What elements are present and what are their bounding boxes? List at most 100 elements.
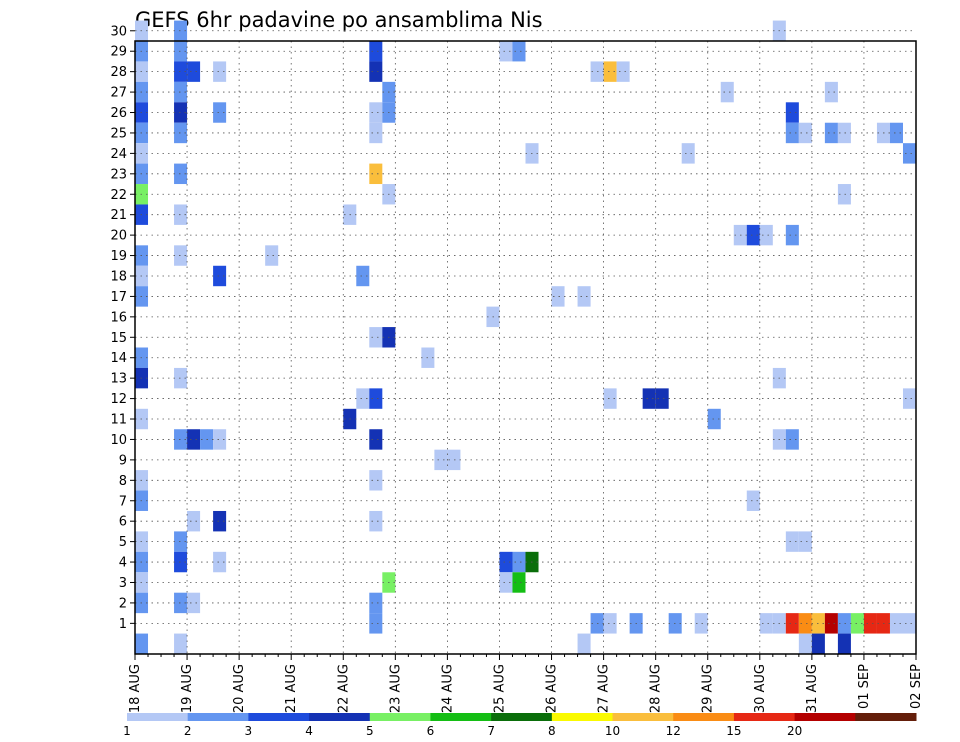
heatmap-cell (863, 613, 877, 634)
heatmap-cell (824, 613, 838, 634)
heatmap-cell (902, 143, 916, 164)
legend-swatch (794, 713, 856, 721)
heatmap-cell (811, 633, 825, 654)
y-tick-label: 16 (110, 310, 127, 325)
legend-swatch (248, 713, 310, 721)
heatmap-cell (707, 408, 721, 430)
heatmap-cell (902, 613, 916, 634)
y-tick-label: 8 (119, 474, 127, 489)
y-tick-label: 10 (110, 433, 127, 448)
heatmap-cell (746, 490, 760, 511)
x-tick-label: 18 AUG (128, 664, 143, 713)
heatmap-cell (187, 592, 201, 614)
heatmap-cell (187, 429, 201, 450)
heatmap-cell (499, 41, 513, 62)
heatmap-cell (187, 61, 201, 82)
heatmap-cell (265, 245, 279, 266)
x-tick-label: 02 SEP (909, 664, 924, 709)
legend-label: 1 (123, 724, 131, 738)
x-tick-label: 01 SEP (857, 664, 872, 709)
y-tick-label: 15 (110, 331, 127, 346)
legend-label: 2 (184, 724, 192, 738)
y-tick-label: 1 (119, 617, 127, 632)
legend-label: 8 (548, 724, 556, 738)
x-tick-label: 26 AUG (545, 664, 560, 713)
heatmap-cell (759, 224, 773, 246)
heatmap-cell (434, 449, 448, 471)
legend-label: 10 (605, 724, 620, 738)
heatmap-cell (174, 245, 188, 266)
legend-swatch (187, 713, 249, 721)
legend-swatch (309, 713, 371, 721)
heatmap-cell (174, 102, 188, 123)
x-tick-label: 20 AUG (232, 664, 247, 713)
y-tick-label: 26 (110, 106, 127, 121)
heatmap-cell (720, 81, 734, 103)
heatmap-cell (551, 286, 565, 307)
heatmap-cell (785, 102, 799, 123)
heatmap-cell (135, 633, 149, 654)
heatmap-cell (187, 510, 201, 532)
y-axis: 1234567891011121314151617181920212223242… (110, 24, 135, 632)
y-tick-label: 30 (110, 24, 127, 39)
heatmap-cell (603, 61, 617, 82)
heatmap-cell (603, 388, 617, 409)
heatmap-cell (785, 613, 799, 634)
heatmap-cell (213, 61, 227, 82)
x-tick-label: 28 AUG (649, 664, 664, 713)
heatmap-cell (798, 613, 812, 634)
y-tick-label: 12 (110, 392, 127, 407)
legend-swatch (673, 713, 735, 721)
heatmap-cell (512, 572, 526, 593)
heatmap-cell (824, 81, 838, 103)
y-tick-label: 23 (110, 167, 127, 182)
heatmap-cell (369, 429, 383, 450)
y-tick-label: 14 (110, 351, 127, 366)
heatmap-cell (798, 122, 812, 144)
heatmap-cell (174, 367, 188, 389)
y-tick-label: 24 (110, 147, 127, 162)
heatmap-cell (174, 531, 188, 552)
legend-swatch (491, 713, 553, 721)
legend-label: 15 (726, 724, 741, 738)
heatmap-cell (577, 286, 591, 307)
legend-swatch (430, 713, 492, 721)
heatmap-cell (174, 592, 188, 614)
heatmap-cell (174, 163, 188, 185)
y-tick-label: 13 (110, 372, 127, 387)
y-tick-label: 29 (110, 45, 127, 60)
heatmap-cell (798, 531, 812, 552)
legend-swatch (733, 713, 796, 721)
heatmap-cell (512, 41, 526, 62)
x-tick-label: 27 AUG (597, 664, 612, 713)
heatmap-cell (785, 531, 799, 552)
x-tick-label: 29 AUG (701, 664, 716, 713)
y-tick-label: 28 (110, 65, 127, 80)
heatmap-cell (785, 429, 799, 450)
x-tick-label: 25 AUG (492, 664, 507, 713)
heatmap-cell (174, 429, 188, 450)
heatmap-cell (369, 388, 383, 409)
heatmap-cell (369, 613, 383, 634)
heatmap-cell (603, 613, 617, 634)
y-tick-label: 17 (110, 290, 127, 305)
legend-swatch (369, 713, 431, 721)
color-legend: 1 2 3 4 5 6 7 8 10 12 15 20 (123, 713, 917, 738)
heatmap-cell (837, 184, 851, 205)
heatmap-cell (837, 122, 851, 144)
heatmap-cells (135, 20, 916, 654)
y-tick-label: 9 (119, 453, 127, 468)
heatmap-cell (577, 633, 591, 654)
heatmap-cell (174, 551, 188, 573)
heatmap-cell (174, 81, 188, 103)
x-tick-label: 22 AUG (336, 664, 351, 713)
heatmap-cell (759, 613, 773, 634)
y-tick-label: 20 (110, 229, 127, 244)
heatmap-cell (785, 122, 799, 144)
heatmap-cell (174, 204, 188, 225)
x-tick-label: 24 AUG (440, 664, 455, 713)
y-tick-label: 25 (110, 126, 127, 141)
heatmap-cell (213, 551, 227, 573)
heatmap-cell (499, 572, 513, 593)
heatmap-cell (798, 633, 812, 654)
